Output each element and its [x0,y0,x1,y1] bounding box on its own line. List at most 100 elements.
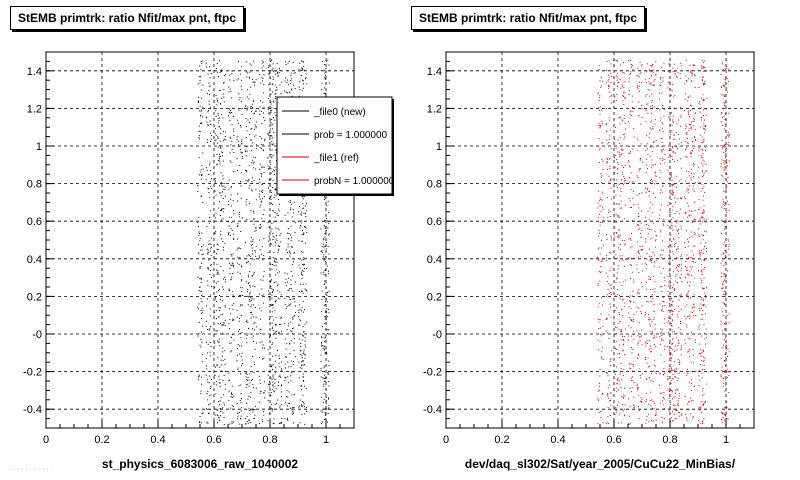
data-point [691,121,693,123]
data-point [323,367,325,369]
data-point [597,217,599,219]
data-point [702,165,704,167]
data-point [253,304,255,306]
data-point [327,270,329,272]
data-point [698,352,700,354]
data-point [670,354,672,356]
data-point [230,227,232,229]
data-point [618,163,620,165]
data-point [629,200,631,202]
data-point [322,421,324,423]
data-point [264,138,266,140]
data-point [290,288,292,290]
data-point [251,159,253,161]
data-point [662,77,664,79]
data-point [686,371,688,373]
data-point [298,406,300,408]
data-point [674,201,676,203]
data-point [231,70,233,72]
data-point [270,111,272,113]
data-point [306,231,308,233]
data-point [249,286,251,288]
data-point [648,248,650,250]
data-point [725,407,727,409]
data-point [302,401,304,403]
data-point [677,159,679,161]
data-point [215,194,217,196]
data-point [640,282,642,284]
data-point [689,349,691,351]
data-point [691,173,693,175]
data-point [598,100,600,102]
data-point [290,284,292,286]
data-point [220,184,222,186]
data-point [216,273,218,275]
data-point [694,113,696,115]
data-point [637,203,639,205]
data-point [678,362,680,364]
data-point [673,289,675,291]
data-point [609,96,611,98]
data-point [672,151,674,153]
data-point [236,354,238,356]
legend-entry-label: _file1 (ref) [313,153,359,164]
data-point [638,271,640,273]
data-point [219,117,221,119]
data-point [249,295,251,297]
data-point [217,248,219,250]
data-point [646,158,648,160]
data-point [661,291,663,293]
data-point [618,151,620,153]
data-point [699,103,701,105]
data-point [693,163,695,165]
data-point [327,413,329,415]
data-point [703,333,705,335]
data-point [328,234,330,236]
data-point [609,270,611,272]
data-point [240,197,242,199]
data-point [640,236,642,238]
data-point [669,167,671,169]
data-point [616,86,618,88]
data-point [702,94,704,96]
data-point [723,244,725,246]
data-point [292,422,294,424]
data-point [668,81,670,83]
data-point [271,316,273,318]
data-point [724,249,726,251]
data-point [325,248,327,250]
data-point [720,275,722,277]
data-point [605,318,607,320]
data-point [723,338,725,340]
data-point [276,261,278,263]
data-point [670,357,672,359]
data-point [700,111,702,113]
data-point [228,262,230,264]
data-point [305,77,307,79]
data-point [727,355,729,357]
data-point [271,228,273,230]
data-point [725,226,727,228]
data-point [324,352,326,354]
data-point [238,216,240,218]
data-point [676,368,678,370]
data-point [621,207,623,209]
data-point [662,107,664,109]
data-point [669,303,671,305]
data-point [597,207,599,209]
data-point [276,63,278,65]
data-point [252,210,254,212]
data-point [231,392,233,394]
data-point [276,212,278,214]
data-point [688,400,690,402]
data-point [299,80,301,82]
data-point [253,316,255,318]
data-point [219,128,221,130]
data-point [688,275,690,277]
data-point [299,225,301,227]
data-point [661,157,663,159]
data-point [649,182,651,184]
data-point [703,209,705,211]
data-point [675,409,677,411]
data-point [648,377,650,379]
